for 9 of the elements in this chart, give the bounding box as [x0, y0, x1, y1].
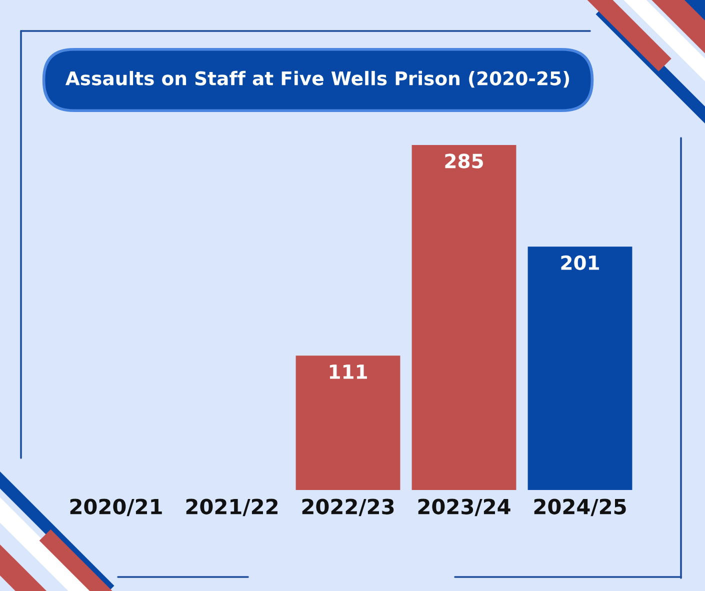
- data-label: 201: [561, 255, 599, 270]
- x-tick-label: 2023/24: [418, 498, 510, 516]
- x-tick-label: 2022/23: [302, 498, 394, 516]
- x-tick-label: 2020/21: [70, 498, 162, 516]
- chart-title: Assaults on Staff at Five Wells Prison (2020-25): [65, 70, 570, 88]
- x-tick-label: 2021/22: [186, 498, 278, 516]
- data-label: 111: [330, 364, 367, 379]
- x-tick-label: 2024/25: [534, 498, 626, 516]
- data-label: 285: [445, 154, 483, 168]
